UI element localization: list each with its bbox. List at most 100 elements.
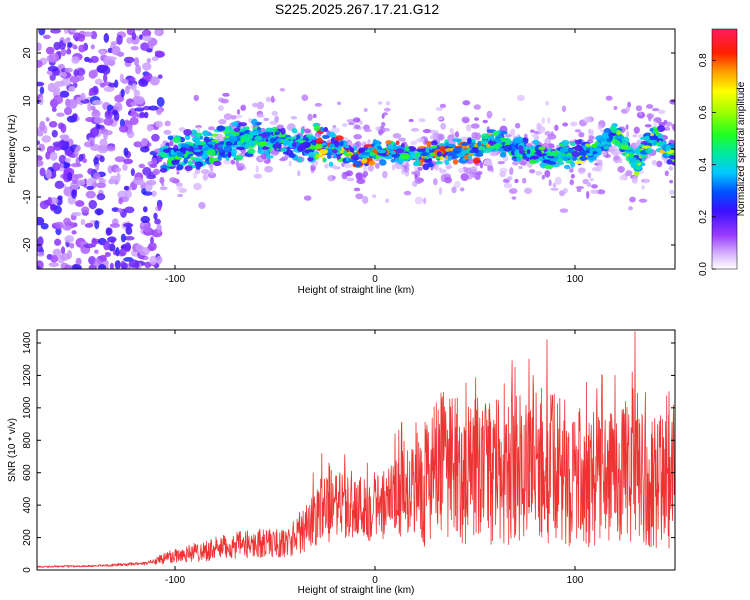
spectrogram-cell [112,109,119,116]
spectrogram-cell [220,98,229,104]
x-tick-label: 0 [372,575,378,586]
spectrogram-cell [128,77,136,82]
spectrogram-cell [184,134,191,141]
spectrogram-cell [411,171,416,175]
spectrogram-cell [377,149,387,154]
spectrogram-cell [315,137,323,145]
spectrogram-cell [178,127,186,132]
spectrogram-cell [339,140,344,147]
spectrogram-cell [392,133,402,139]
spectrogram-cell [483,159,492,166]
spectrogram-cell [391,163,396,171]
spectrogram-cell [142,62,152,71]
spectrogram-cell [163,129,172,135]
spectrogram-cell [38,143,46,152]
spectrogram-cell [603,145,610,150]
spectrogram-cell [336,155,341,160]
spectrogram-cell [63,106,73,116]
y-tick-label: 200 [22,529,33,546]
spectrogram-cell [454,131,460,138]
spectrogram-cell [518,145,524,151]
spectrogram-cell [84,56,90,62]
spectrogram-cell [170,156,175,161]
spectrogram-cell [609,134,614,141]
spectrogram-cell [474,117,479,121]
spectrogram-cell [47,65,59,72]
spectrogram-cell [48,52,60,63]
spectrogram-cell [50,254,59,263]
spectrogram-cell [140,145,150,153]
spectrogram-cell [130,168,135,177]
spectrogram-cell [529,169,536,174]
spectrogram-cell [106,104,114,111]
spectrogram-cell [255,165,259,173]
spectrogram-cell [101,65,111,75]
spectrogram-cell [444,142,450,147]
spectrogram-cell [363,108,368,113]
spectrogram-cell [139,34,144,40]
spectrogram-cell [524,187,533,194]
spectrogram-cell [535,139,539,146]
spectrogram-cell [632,134,638,138]
spectrogram-cell [265,96,272,103]
spectrogram-cell [378,101,383,105]
spectrogram-cell [557,152,562,159]
spectrogram-cell [395,140,400,145]
y-tick-label: 400 [22,496,33,513]
spectrogram-cell [452,138,462,143]
spectrogram-cell [332,154,337,159]
spectrogram-cell [253,173,263,179]
spectrogram-cell [625,170,633,177]
spectrogram-cell [98,256,107,262]
snr-panel: -100 0 100 0 200 400 600 800 1000 1200 1400 Heigh… [7,329,676,596]
spectrogram-cell [574,129,582,133]
spectrogram-cell [656,160,663,168]
spectrogram-cell [77,33,86,42]
spectrogram-cell [49,151,58,161]
spectrogram-cell [122,163,128,171]
spectrogram-cell [341,171,348,180]
spectrogram-cell [67,171,73,182]
spectrogram-cell [75,257,82,266]
spectrogram-cell [320,126,325,133]
spectrogram-cell [301,94,309,102]
spectrogram-cell [200,169,210,175]
spectrogram-cell [64,157,71,163]
snr-x-ticks: -100 0 100 [165,330,584,586]
spectrogram-cell [111,45,121,56]
spectrogram-cell [349,147,355,154]
spectrogram-cell [418,118,426,123]
spectrogram-cell [478,150,484,155]
spectrogram-cell [522,153,527,160]
spectrogram-cell [121,78,129,84]
spectrogram-cell [222,92,230,97]
spectrogram-cell [153,212,158,220]
spectrogram-cell [193,182,202,191]
spectrogram-cell [647,113,652,122]
spectrogram-cell [41,135,52,143]
y-tick-label: 1400 [22,331,33,354]
spectrogram-cell [128,259,140,268]
spectrogram-cell [169,177,177,183]
spectrogram-cell [201,147,208,152]
spectrogram-cell [199,141,207,146]
spectrogram-cell [160,152,168,158]
spectrogram-cell [459,187,465,192]
spectrogram-cell [669,189,675,196]
spectrogram-cell [427,162,434,168]
spectrogram-cell [291,128,298,134]
spectrogram-cell [151,133,160,142]
spectrogram-cell [75,144,81,152]
spectrogram-cell [590,189,599,194]
spectrogram-cell [570,173,575,179]
spectrogram-cell [120,245,126,250]
spectrogram-cell [148,105,159,111]
spectrogram-cell [115,246,120,257]
spectrogram-cell [276,124,284,129]
spectrogram-cell [332,133,337,138]
spectrogram-cell [114,260,121,269]
spectrogram-cell [218,105,224,112]
spectrogram-cell [522,161,526,166]
spectrogram-cell [106,236,117,243]
spectrogram-cell [651,108,660,112]
